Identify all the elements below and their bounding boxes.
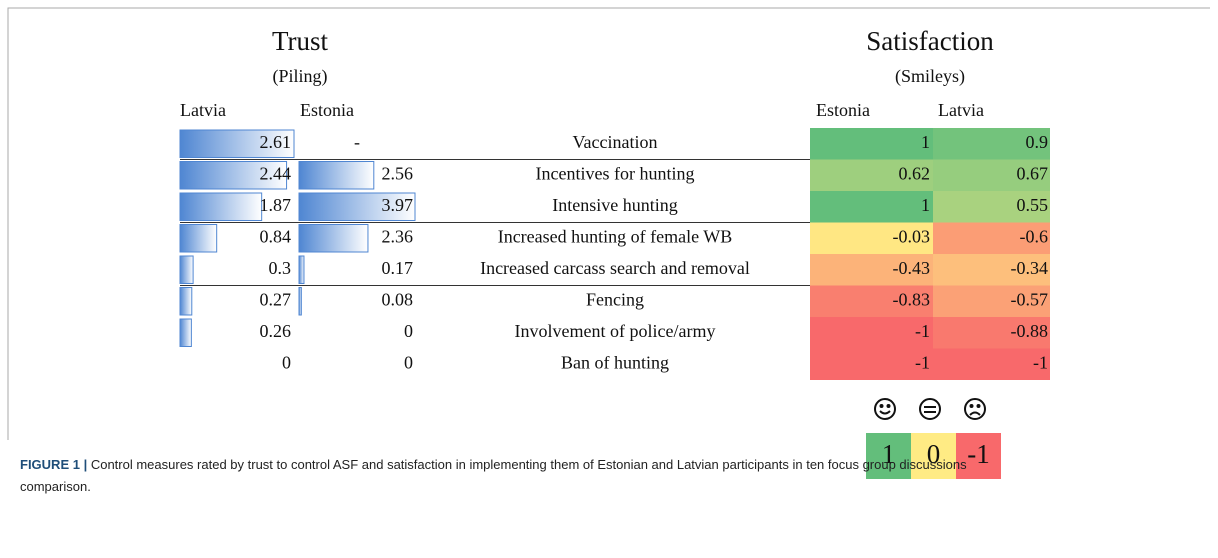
satisfaction-value: 0.62 xyxy=(899,163,931,183)
column-header: Latvia xyxy=(938,100,984,120)
trust-bar xyxy=(179,161,288,190)
satisfaction-cell xyxy=(810,317,933,349)
legend-value: 1 xyxy=(882,439,896,469)
measure-label: Increased hunting of female WB xyxy=(498,226,733,246)
trust-value: 0.08 xyxy=(382,289,414,309)
trust-subtitle: (Piling) xyxy=(272,66,327,87)
column-header: Estonia xyxy=(300,100,354,120)
satisfaction-value: -0.88 xyxy=(1011,321,1049,341)
measure-label: Incentives for hunting xyxy=(536,163,695,183)
trust-bar xyxy=(179,192,263,221)
satisfaction-value: 0.9 xyxy=(1026,132,1049,152)
column-header: Latvia xyxy=(180,100,226,120)
trust-value: 1.87 xyxy=(260,195,292,215)
satisfaction-cell xyxy=(933,285,1050,317)
trust-value: - xyxy=(354,132,360,152)
legend-value: 0 xyxy=(927,439,941,469)
trust-bar xyxy=(298,224,369,253)
satisfaction-title: Satisfaction xyxy=(866,26,994,56)
satisfaction-cell xyxy=(810,254,933,286)
trust-value: 3.97 xyxy=(382,195,414,215)
measure-label: Vaccination xyxy=(573,132,658,152)
trust-value: 0 xyxy=(404,352,413,372)
satisfaction-cell xyxy=(933,348,1050,380)
trust-bar xyxy=(298,287,302,316)
satisfaction-value: -1 xyxy=(915,321,930,341)
trust-value: 0.3 xyxy=(269,258,292,278)
satisfaction-cell xyxy=(810,285,933,317)
trust-value: 2.56 xyxy=(382,163,414,183)
legend-value: -1 xyxy=(967,439,990,469)
measure-label: Ban of hunting xyxy=(561,352,669,372)
measure-label: Involvement of police/army xyxy=(515,321,716,341)
satisfaction-value: 1 xyxy=(921,195,930,215)
trust-bar xyxy=(298,161,375,190)
satisfaction-cell xyxy=(933,191,1050,223)
satisfaction-value: -0.57 xyxy=(1011,289,1049,309)
trust-value: 0.17 xyxy=(382,258,414,278)
satisfaction-cell xyxy=(810,348,933,380)
satisfaction-cell xyxy=(810,128,933,160)
trust-value: 2.61 xyxy=(260,132,292,152)
satisfaction-cell xyxy=(933,317,1050,349)
satisfaction-cell xyxy=(810,159,933,191)
satisfaction-value: -0.43 xyxy=(893,258,931,278)
trust-bar xyxy=(298,192,416,221)
figure-border xyxy=(7,7,1210,440)
caption: FIGURE 1 | Control measures rated by tru… xyxy=(20,454,1020,498)
satisfaction-value: -0.03 xyxy=(893,226,931,246)
caption-label: FIGURE 1 | xyxy=(20,457,88,472)
trust-title: Trust xyxy=(272,26,329,56)
satisfaction-value: 1 xyxy=(921,132,930,152)
satisfaction-value: 0.67 xyxy=(1017,163,1049,183)
trust-value: 0.26 xyxy=(260,321,292,341)
trust-bar xyxy=(179,255,194,284)
satisfaction-value: -1 xyxy=(1033,352,1048,372)
satisfaction-cell xyxy=(810,191,933,223)
trust-bar xyxy=(179,129,295,158)
satisfaction-cell xyxy=(933,128,1050,160)
trust-value: 0.27 xyxy=(260,289,292,309)
column-header: Estonia xyxy=(816,100,870,120)
legend-swatch xyxy=(866,433,911,479)
trust-value: 2.36 xyxy=(382,226,414,246)
smiley-sad xyxy=(964,398,986,420)
trust-value: 2.44 xyxy=(260,163,292,183)
caption-text: Control measures rated by trust to contr… xyxy=(20,457,967,494)
trust-value: 0.84 xyxy=(260,226,292,246)
trust-bar xyxy=(298,255,305,284)
satisfaction-cell xyxy=(933,222,1050,254)
legend-swatch xyxy=(956,433,1001,479)
satisfaction-value: 0.55 xyxy=(1017,195,1049,215)
measure-label: Fencing xyxy=(586,289,644,309)
satisfaction-value: -0.6 xyxy=(1020,226,1049,246)
satisfaction-subtitle: (Smileys) xyxy=(895,66,965,87)
measure-label: Intensive hunting xyxy=(552,195,677,215)
satisfaction-value: -0.34 xyxy=(1011,258,1049,278)
satisfaction-cell xyxy=(933,159,1050,191)
satisfaction-cell xyxy=(810,222,933,254)
trust-value: 0 xyxy=(282,352,291,372)
trust-value: 0 xyxy=(404,321,413,341)
measure-label: Increased carcass search and removal xyxy=(480,258,750,278)
smiley-neutral xyxy=(919,398,941,420)
satisfaction-value: -0.83 xyxy=(893,289,931,309)
satisfaction-cell xyxy=(933,254,1050,286)
legend-swatch xyxy=(911,433,956,479)
trust-bar xyxy=(179,318,192,347)
smiley-happy xyxy=(874,398,896,420)
satisfaction-value: -1 xyxy=(915,352,930,372)
trust-bar xyxy=(179,287,193,316)
trust-bar xyxy=(179,224,218,253)
